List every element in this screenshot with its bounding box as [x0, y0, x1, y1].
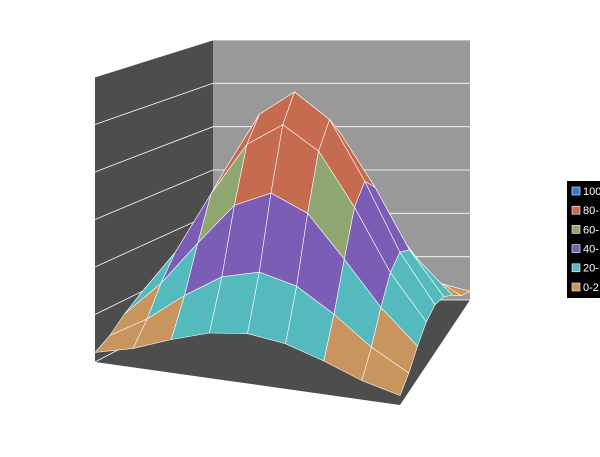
legend-box: [567, 181, 600, 298]
grid-line: [94, 39, 470, 78]
grid-line: [94, 82, 470, 125]
grid-line: [94, 169, 470, 220]
surface-cell: [361, 346, 410, 396]
legend-swatch: [571, 186, 581, 196]
legend-swatch: [571, 205, 581, 215]
legend-label: 40-: [583, 244, 599, 256]
grid-line: [94, 126, 470, 173]
legend-swatch: [571, 225, 581, 234]
legend-label: 100: [583, 186, 600, 198]
legend-label: 0-2: [583, 282, 599, 294]
legend-label: 60-: [583, 224, 599, 236]
legend-swatch: [571, 244, 581, 253]
legend-label: 80-: [583, 205, 599, 217]
legend-swatch: [571, 282, 581, 292]
legend-label: 20-: [583, 263, 599, 275]
legend-swatch: [571, 263, 581, 273]
